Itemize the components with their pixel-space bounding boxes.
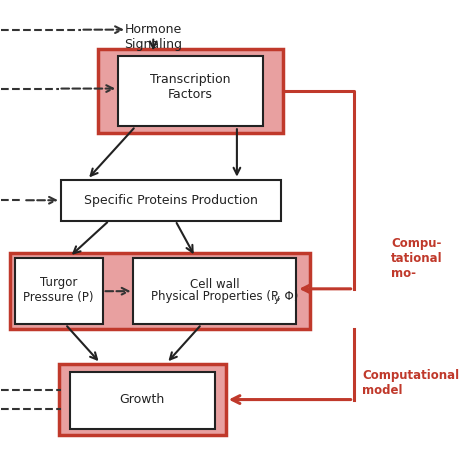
Text: Turgor
Pressure (P): Turgor Pressure (P) [23,276,94,304]
Text: Growth: Growth [119,393,165,406]
FancyBboxPatch shape [98,48,283,133]
FancyBboxPatch shape [10,254,310,329]
FancyBboxPatch shape [61,181,281,220]
Text: Cell wall: Cell wall [190,278,240,291]
Text: Compu-
tational
mo-: Compu- tational mo- [391,237,443,280]
Text: Hormone
Signaling: Hormone Signaling [124,23,182,51]
Text: Physical Properties (P: Physical Properties (P [151,290,278,303]
FancyBboxPatch shape [70,372,215,429]
Text: Specific Proteins Production: Specific Proteins Production [84,194,258,207]
Text: y: y [273,294,279,304]
Text: Computational
model: Computational model [362,369,459,397]
Text: Transcription
Factors: Transcription Factors [150,73,231,101]
Text: , Φ): , Φ) [276,290,298,303]
FancyBboxPatch shape [15,258,103,324]
FancyBboxPatch shape [118,55,264,126]
FancyBboxPatch shape [59,364,226,435]
FancyBboxPatch shape [134,258,296,324]
